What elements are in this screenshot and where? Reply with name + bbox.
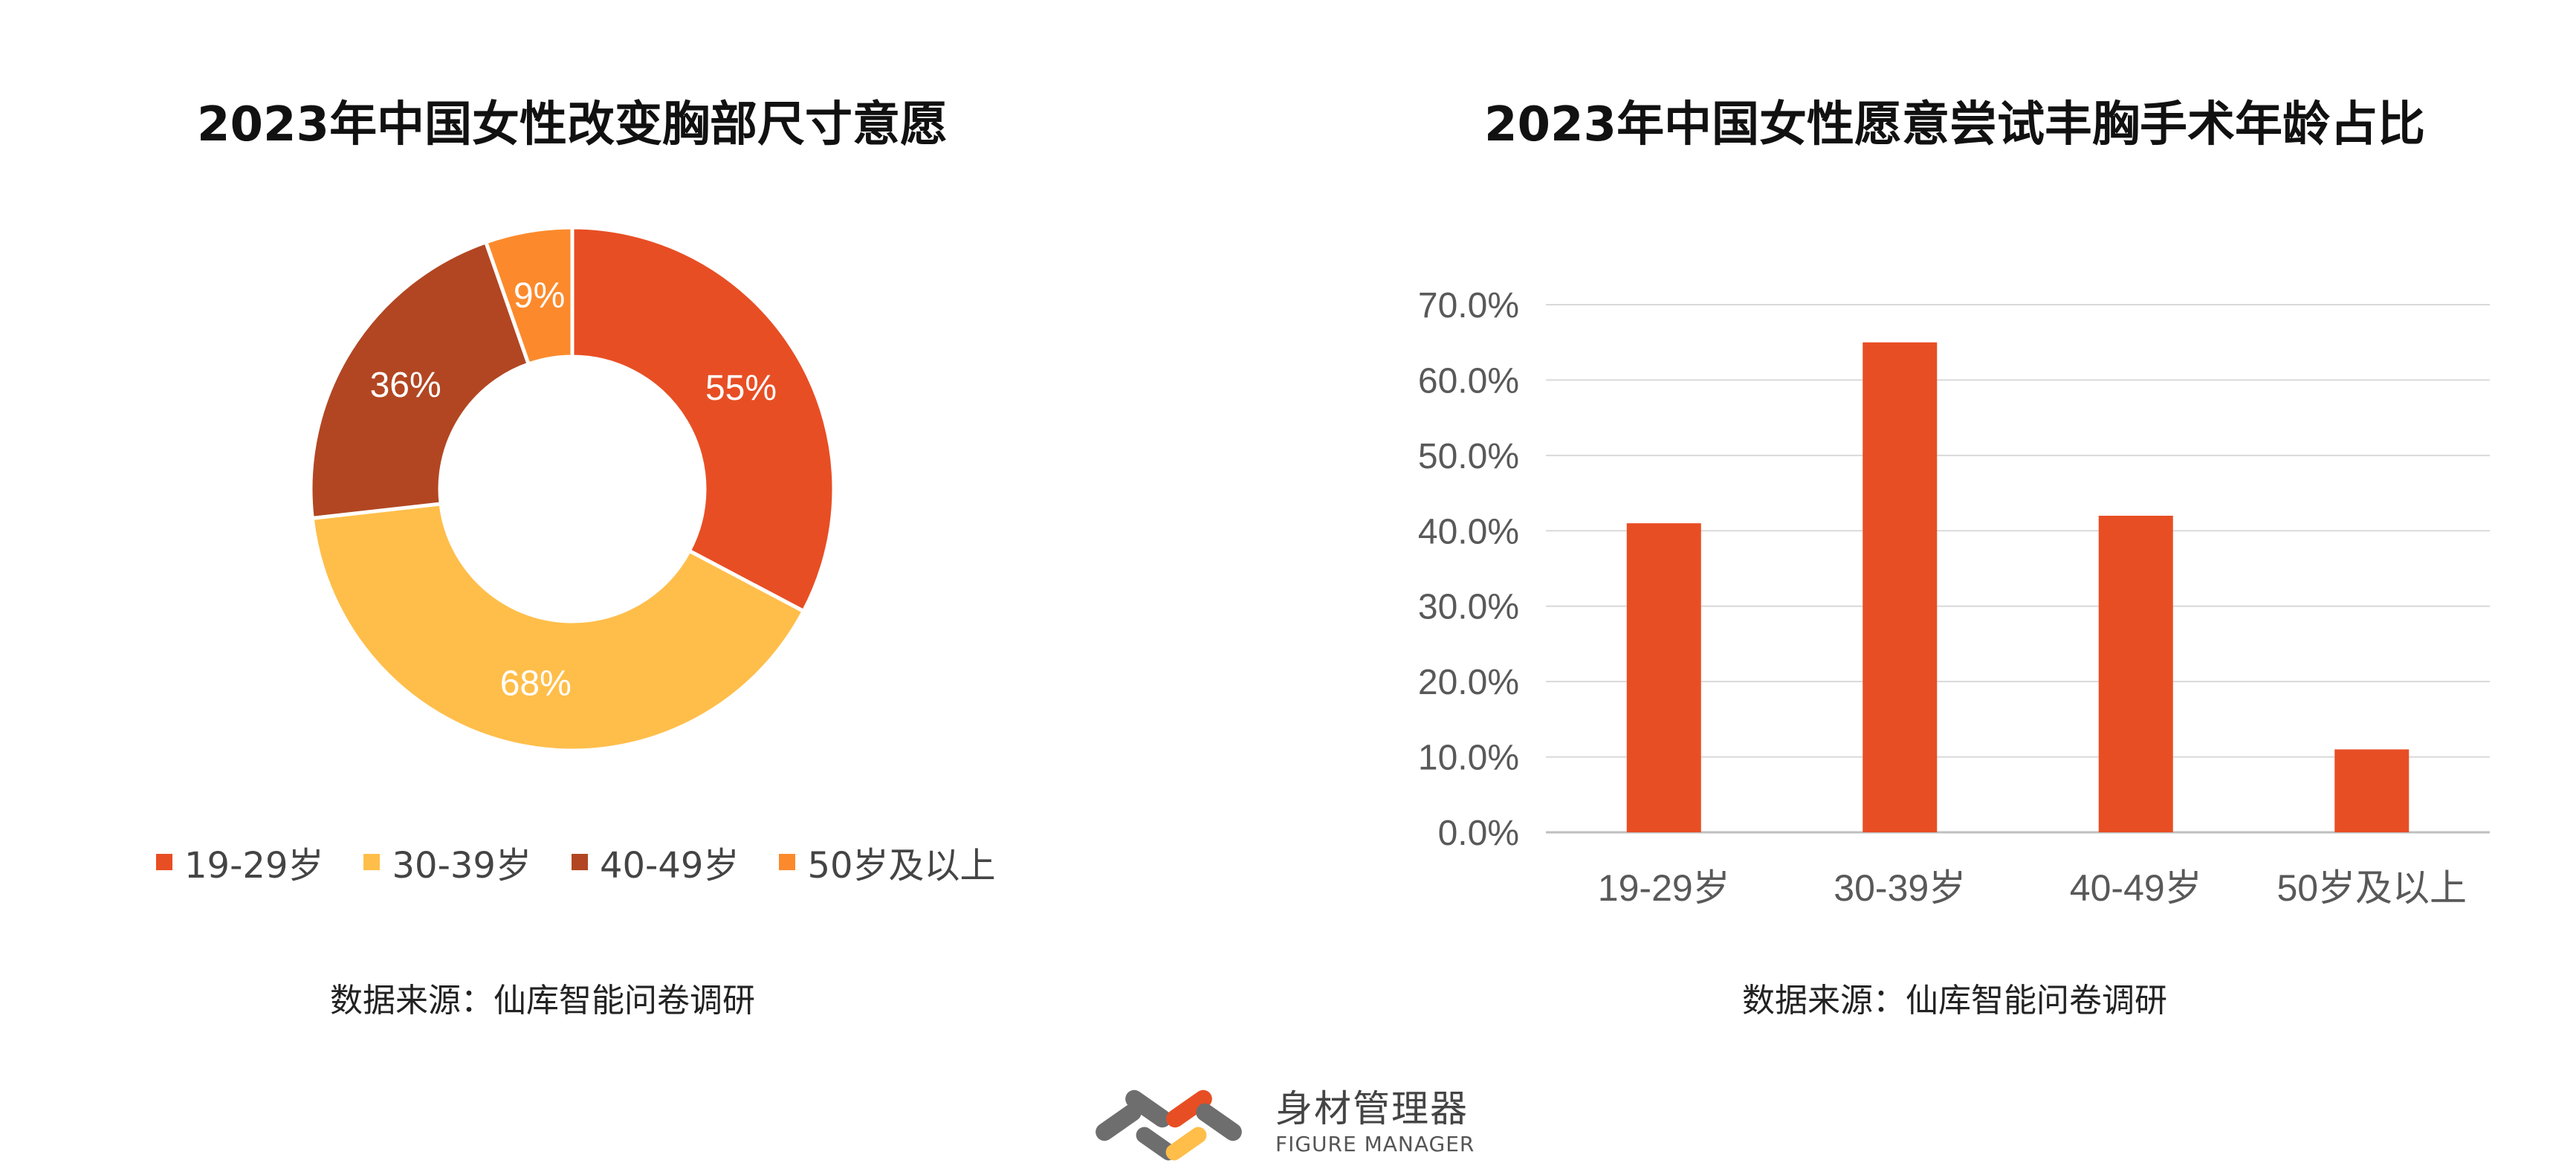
logo-bar [1165, 1127, 1207, 1161]
y-tick-label: 30.0% [1418, 588, 1519, 627]
bar-30-39岁 [1863, 342, 1938, 832]
x-tick-label: 50岁及以上 [2276, 867, 2467, 909]
donut-slices [308, 225, 836, 753]
bar-gridlines [1546, 304, 2490, 834]
donut-slice-40-49岁 [308, 239, 531, 521]
logo-bar [1096, 1103, 1142, 1141]
y-tick-label: 70.0% [1418, 286, 1519, 325]
x-tick-label: 40-49岁 [2070, 867, 2202, 909]
bar-y-tick-labels: 0.0% 10.0% 20.0% 30.0% 40.0% 50.0% 60.0% 70.0% [1418, 286, 1519, 853]
logo-bar [1166, 1089, 1212, 1128]
brand: 身材管理器 FIGURE MANAGER [1093, 1081, 1475, 1163]
bar-chart: 0.0%10.0%20.0%30.0%40.0%50.0%60.0%70.0% … [1418, 286, 2490, 909]
donut-chart: 55% 68% 36% 9% [308, 225, 836, 753]
y-tick-label: 0.0% [1438, 814, 1519, 853]
donut-slice-label: 55% [705, 369, 777, 408]
legend-swatch [779, 854, 796, 870]
x-tick-label: 19-29岁 [1598, 867, 1730, 909]
legend-swatch [363, 854, 381, 870]
bar-bars [1626, 342, 2410, 832]
donut-slice-label: 9% [514, 276, 565, 316]
bar-19-29岁 [1626, 523, 1701, 832]
y-tick-label: 40.0% [1418, 512, 1519, 551]
bar-50岁及以上 [2334, 749, 2410, 832]
y-tick-label: 60.0% [1418, 361, 1519, 401]
brand-name-en: FIGURE MANAGER [1275, 1132, 1475, 1156]
logo-bar [1125, 1089, 1171, 1128]
donut-slice-50岁及以上 [483, 225, 575, 367]
legend-label: 30-39岁 [392, 845, 531, 887]
brand-logo-icon [1096, 1089, 1242, 1161]
bar-40-49岁 [2098, 516, 2173, 832]
legend-item-50-plus: 50岁及以上 [779, 836, 996, 888]
x-tick-label: 30-39岁 [1834, 867, 1966, 909]
bar-data-source: 数据来源：仙库智能问卷调研 [1742, 982, 2167, 1020]
legend-item-30-39: 30-39岁 [363, 836, 531, 888]
legend-item-40-49: 40-49岁 [571, 836, 740, 888]
donut-chart-title: 2023年中国女性改变胸部尺寸意愿 [196, 97, 948, 152]
legend-item-19-29: 19-29岁 [156, 836, 323, 888]
y-tick-label: 50.0% [1418, 437, 1519, 476]
y-tick-label: 10.0% [1418, 739, 1519, 778]
legend-swatch [156, 854, 172, 870]
donut-slice-30-39岁 [310, 502, 806, 753]
legend-label: 19-29岁 [184, 845, 324, 887]
y-tick-label: 20.0% [1418, 663, 1519, 702]
legend-label: 40-49岁 [599, 845, 740, 887]
logo-bar [1196, 1103, 1242, 1141]
donut-slice-label: 36% [370, 366, 441, 405]
bar-x-tick-labels: 19-29岁 30-39岁 40-49岁 50岁及以上 [1598, 867, 2467, 909]
legend-label: 50岁及以上 [807, 845, 996, 887]
donut-data-source: 数据来源：仙库智能问卷调研 [330, 982, 755, 1020]
bar-chart-title: 2023年中国女性愿意尝试丰胸手术年龄占比 [1483, 97, 2426, 152]
legend-swatch [571, 854, 588, 870]
brand-name-cn: 身材管理器 [1275, 1087, 1469, 1130]
donut-slice-label: 68% [500, 664, 572, 703]
donut-legend: 19-29岁 30-39岁 40-49岁 50岁及以上 [156, 836, 1036, 888]
brand-text: 身材管理器 FIGURE MANAGER [1275, 1086, 1475, 1158]
donut-labels: 55% 68% 36% 9% [370, 276, 777, 704]
donut-slice-19-29岁 [570, 225, 836, 614]
